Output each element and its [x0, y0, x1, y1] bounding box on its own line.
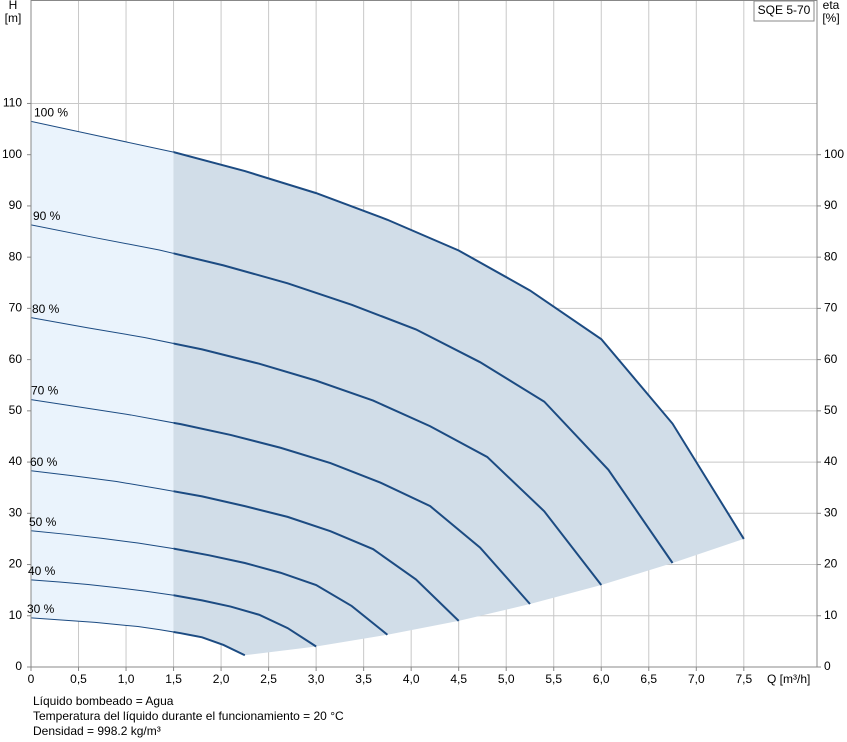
- y-tick-label: 10: [9, 608, 23, 622]
- range-area-left: [31, 121, 174, 632]
- y2-tick-label: 0: [824, 659, 831, 673]
- y2-unit: [%]: [822, 11, 839, 25]
- curve: [173, 547, 389, 636]
- note: Densidad = 998.2 kg/m³: [33, 724, 161, 738]
- curve-label: 90 %: [33, 209, 61, 223]
- x-tick-label: 6,0: [593, 672, 610, 686]
- y2-tick-label: 60: [824, 352, 838, 366]
- curve: [173, 151, 745, 540]
- curve: [31, 399, 174, 424]
- y-tick-label: 30: [9, 505, 23, 519]
- curve: [31, 224, 174, 254]
- y2-tick-label: 40: [824, 454, 838, 468]
- x-tick-label: 0: [28, 672, 35, 686]
- y-tick-label: 40: [9, 454, 23, 468]
- curve: [31, 120, 174, 153]
- y-unit: [m]: [5, 11, 22, 25]
- curve-label: 50 %: [29, 515, 57, 529]
- x-tick-label: 7,0: [688, 672, 705, 686]
- x-tick-label: 5,5: [545, 672, 562, 686]
- curve-label: 60 %: [30, 455, 58, 469]
- curve: [31, 617, 174, 633]
- x-tick-label: 2,0: [213, 672, 230, 686]
- y-label: H: [9, 0, 18, 12]
- x-tick-label: 5,0: [498, 672, 515, 686]
- y2-tick-label: 20: [824, 557, 838, 571]
- curve-label: 100 %: [34, 106, 68, 120]
- curve: [173, 630, 246, 657]
- y2-tick-label: 70: [824, 301, 838, 315]
- curve-label: 80 %: [32, 302, 60, 316]
- y-tick-label: 50: [9, 403, 23, 417]
- curve: [173, 252, 674, 564]
- y-tick-label: 0: [15, 659, 22, 673]
- curve-label: 70 %: [31, 384, 59, 398]
- area: [31, 121, 744, 656]
- x-tick-label: 4,0: [403, 672, 420, 686]
- curve: [31, 530, 174, 550]
- curve: [31, 470, 174, 492]
- note: Temperatura del líquido durante el funci…: [33, 709, 344, 723]
- curve: [173, 421, 531, 605]
- curve: [31, 317, 174, 344]
- curve-label: 30 %: [27, 602, 55, 616]
- x-tick-label: 3,5: [355, 672, 372, 686]
- plot-frame: [30, 0, 818, 668]
- y2-label: eta: [823, 0, 840, 12]
- range-area-right: [173, 152, 744, 656]
- y-tick-label: 60: [9, 352, 23, 366]
- y2-tick-label: 90: [824, 198, 838, 212]
- x-tick-label: 1,5: [165, 672, 182, 686]
- y2-tick-label: 50: [824, 403, 838, 417]
- x-tick-label: 6,5: [640, 672, 657, 686]
- x-tick-label: 4,5: [450, 672, 467, 686]
- y-tick-label: 100: [2, 147, 22, 161]
- y2-tick-label: 30: [824, 505, 838, 519]
- y-tick-label: 70: [9, 301, 23, 315]
- curve-label: 40 %: [28, 564, 56, 578]
- note: Líquido bombeado = Agua: [33, 694, 174, 708]
- curve: [31, 579, 174, 596]
- x-tick-label: 7,5: [735, 672, 752, 686]
- x-label: Q [m³/h]: [767, 672, 810, 686]
- y-tick-label: 20: [9, 557, 23, 571]
- y2-tick-label: 10: [824, 608, 838, 622]
- chart-title: SQE 5-70: [758, 3, 811, 17]
- curves: [31, 120, 745, 657]
- title-box: [753, 0, 815, 22]
- x-tick-label: 2,5: [260, 672, 277, 686]
- x-tick-label: 3,0: [308, 672, 325, 686]
- y2-tick-label: 100: [824, 147, 844, 161]
- curve: [173, 594, 317, 648]
- y-tick-label: 90: [9, 198, 23, 212]
- y-tick-label: 110: [3, 96, 22, 110]
- x-tick-label: 1,0: [118, 672, 135, 686]
- curve: [173, 490, 460, 622]
- x-tick-label: 0,5: [70, 672, 87, 686]
- curve: [173, 342, 603, 586]
- y-tick-label: 80: [9, 249, 23, 263]
- y2-tick-label: 80: [824, 249, 838, 263]
